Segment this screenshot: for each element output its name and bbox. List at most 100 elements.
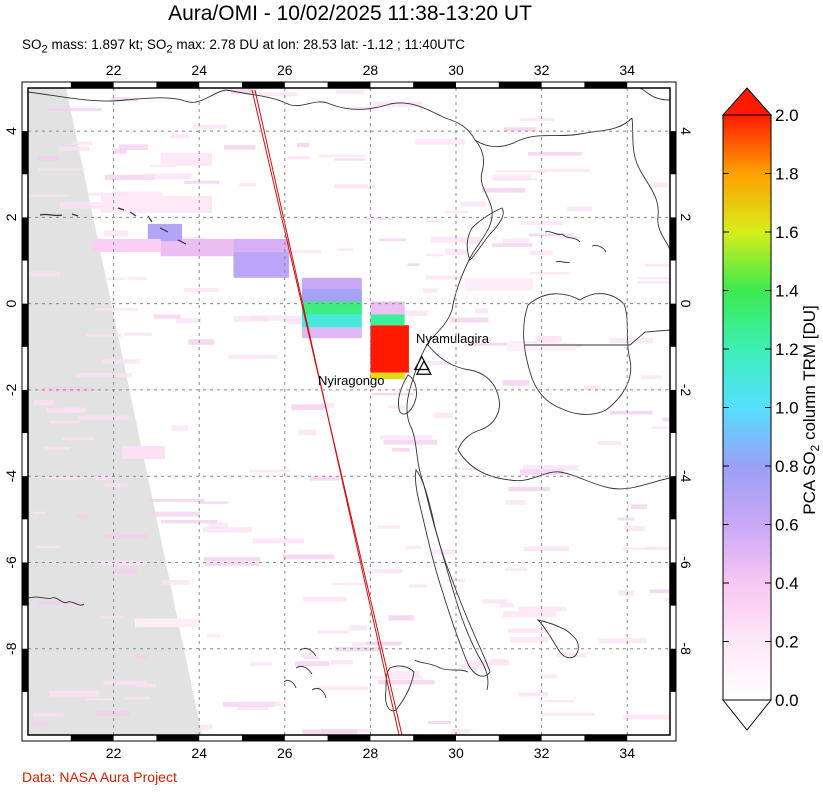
noise-streak	[149, 164, 177, 167]
noise-streak	[459, 664, 488, 670]
noise-streak	[481, 187, 526, 193]
noise-streak	[652, 182, 669, 188]
noise-streak	[124, 696, 151, 700]
noise-streak	[372, 675, 423, 679]
noise-streak	[609, 410, 653, 415]
noise-streak	[188, 339, 215, 345]
noise-streak	[503, 238, 529, 245]
noise-streak	[423, 288, 438, 293]
x-tick-label-bottom: 22	[106, 745, 122, 761]
noise-streak	[482, 599, 507, 604]
frame-segment-right	[670, 131, 676, 175]
y-tick-label-left: 0	[3, 300, 19, 308]
y-tick-label-right: -4	[678, 470, 694, 483]
noise-streak	[492, 174, 532, 181]
plume-cell-19	[507, 342, 576, 352]
plume-cell-15	[160, 152, 213, 166]
noise-streak	[537, 336, 563, 342]
noise-streak	[236, 706, 269, 710]
frame-segment-bottom	[70, 735, 114, 741]
noise-streak	[184, 180, 220, 184]
noise-streak	[495, 170, 546, 173]
colorbar-tick-label: 1.2	[775, 340, 799, 359]
noise-streak	[112, 568, 137, 574]
y-tick-label-right: -6	[678, 556, 694, 569]
colorbar-tick-label: 0.6	[775, 516, 799, 535]
plume-cell-7	[301, 277, 362, 289]
data-credit: Data: NASA Aura Project	[22, 769, 177, 785]
noise-streak	[135, 683, 157, 688]
noise-streak	[60, 202, 115, 208]
noise-streak	[537, 168, 590, 172]
plume-cell-5	[301, 301, 362, 315]
noise-streak	[518, 606, 566, 612]
noise-streak	[175, 318, 202, 324]
noise-streak	[349, 625, 368, 631]
frame-segment-left	[22, 131, 28, 175]
river-fragments	[39, 207, 187, 245]
noise-streak	[543, 700, 574, 703]
frame-segment-left	[22, 562, 28, 606]
noise-streak	[282, 554, 334, 560]
noise-streak	[78, 415, 130, 420]
noise-streak	[102, 534, 148, 539]
frame-segment-bottom	[242, 735, 285, 741]
plume-cell-16	[122, 446, 165, 459]
frame-segment-left	[22, 648, 28, 692]
noise-streak	[249, 469, 290, 473]
noise-streak	[38, 601, 85, 605]
frame-segment-bottom	[498, 735, 542, 741]
noise-streak	[598, 638, 647, 644]
y-tick-label-right: 2	[678, 214, 694, 222]
noise-streak	[380, 435, 433, 440]
x-tick-label-bottom: 34	[619, 745, 635, 761]
noise-streak	[415, 138, 465, 145]
colorbar-tick-label: 2.0	[775, 106, 799, 125]
noise-streak	[609, 337, 653, 344]
frame-segment-bottom	[156, 735, 200, 741]
nyamulagira-label: Nyamulagira	[416, 331, 490, 346]
noise-streak	[392, 666, 409, 670]
noise-streak	[434, 412, 453, 418]
noise-streak	[203, 557, 261, 562]
noise-streak	[637, 281, 670, 284]
noise-streak	[228, 354, 278, 359]
noise-streak	[372, 101, 423, 107]
noise-streak	[95, 475, 111, 481]
chart-subtitle: SO2 mass: 1.897 kt; SO2 max: 2.78 DU at …	[22, 37, 465, 56]
y-tick-label-left: -8	[3, 642, 19, 655]
noise-streak	[460, 201, 487, 207]
frame-segment-right	[670, 562, 676, 606]
plume-cell-4	[301, 314, 362, 328]
frame-segment-bottom	[584, 735, 628, 741]
colorbar-gradient	[722, 114, 772, 701]
noise-streak	[310, 476, 340, 481]
x-tick-label-top: 28	[363, 62, 379, 78]
noise-streak	[47, 108, 102, 112]
noise-streak	[408, 584, 427, 588]
noise-streak	[200, 501, 229, 504]
noise-streak	[287, 155, 310, 160]
plume-cell-0	[370, 325, 409, 373]
colorbar-tick-label: 0.4	[775, 574, 799, 593]
noise-streak	[425, 254, 445, 257]
noise-streak	[291, 404, 325, 411]
noise-streak	[61, 206, 114, 209]
colorbar-ticks: 0.0 0.2 0.4 0.6 0.8 1.0 1.2 1.4 1.6 1.8 2.0	[723, 106, 799, 710]
noise-streak	[638, 276, 670, 280]
noise-streak	[162, 579, 190, 585]
noise-streak	[97, 560, 145, 566]
noise-streak	[95, 307, 139, 311]
y-tick-label-right: -2	[678, 384, 694, 397]
noise-streak	[332, 582, 368, 586]
noise-streak	[104, 483, 128, 488]
frame-segment-bottom	[413, 735, 456, 741]
noise-streak	[400, 310, 428, 317]
noise-streak	[152, 511, 201, 517]
frame-segment-right	[670, 389, 676, 434]
noise-streak	[556, 652, 586, 658]
noise-streak	[230, 89, 257, 95]
colorbar-tick-label: 1.0	[775, 399, 799, 418]
frame-segment-top	[156, 82, 200, 88]
